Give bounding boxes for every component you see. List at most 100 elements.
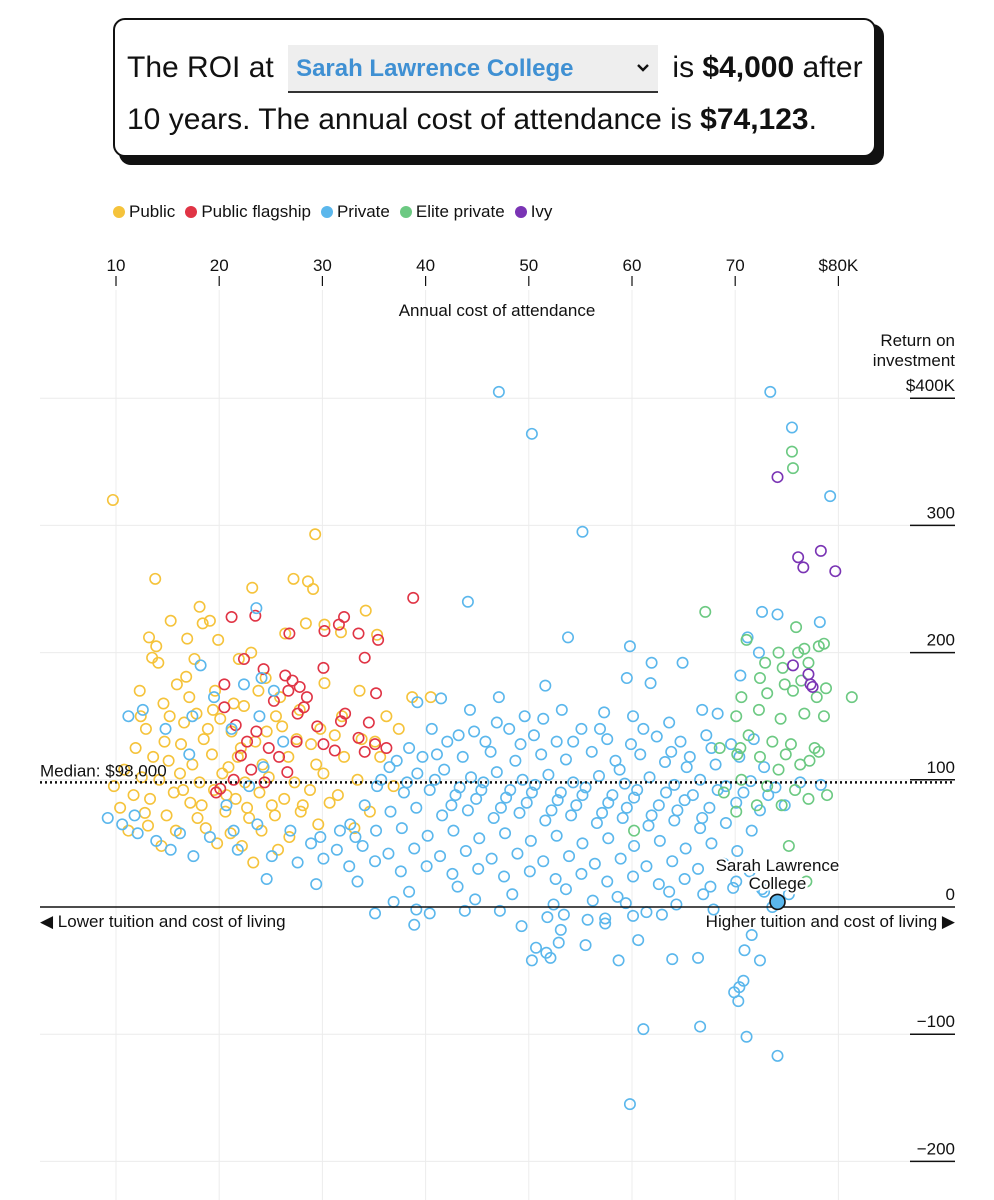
data-point (511, 847, 524, 860)
data-point (287, 572, 300, 585)
data-point (764, 385, 777, 398)
legend-item-private[interactable]: Private (320, 202, 390, 222)
data-point (761, 780, 774, 793)
school-select-value[interactable]: Sarah Lawrence College (296, 55, 574, 83)
data-point (336, 710, 349, 723)
data-point (203, 614, 216, 627)
data-point (624, 738, 637, 751)
data-point (445, 799, 458, 812)
data-point (260, 873, 273, 886)
data-point (790, 621, 803, 634)
data-point (162, 754, 175, 767)
data-point (525, 427, 538, 440)
data-point (208, 783, 221, 796)
data-point (645, 809, 658, 822)
data-point (759, 656, 772, 669)
school-select-dropdown[interactable]: Sarah Lawrence College (288, 45, 659, 94)
data-point (717, 857, 730, 870)
data-point (806, 680, 819, 693)
data-point (216, 767, 229, 780)
data-point (541, 911, 554, 924)
data-point (114, 801, 127, 814)
data-point (771, 471, 784, 484)
data-point (611, 890, 624, 903)
data-point (731, 748, 744, 761)
data-point (279, 627, 292, 640)
data-point (317, 661, 330, 674)
data-point (127, 789, 140, 802)
data-point (616, 811, 629, 824)
cost-value: $74,123 (700, 103, 809, 136)
y-tick-label: −200 (917, 1139, 955, 1158)
y-tick-label: 300 (927, 503, 955, 522)
y-axis-title-line1: Return on (880, 331, 955, 350)
data-point (227, 824, 240, 837)
data-point (559, 753, 572, 766)
data-point (304, 783, 317, 796)
y-tick-label: $400K (906, 376, 956, 395)
data-point (762, 789, 775, 802)
series-public-flagship (210, 591, 420, 799)
chevron-down-icon[interactable] (636, 63, 650, 73)
legend-label-private: Private (336, 202, 390, 221)
data-point (197, 733, 210, 746)
data-point (619, 897, 632, 910)
data-point (473, 832, 486, 845)
data-point (293, 680, 306, 693)
data-point (411, 767, 424, 780)
data-point (506, 888, 519, 901)
data-point (628, 824, 641, 837)
legend-item-elite-private[interactable]: Elite private (399, 202, 505, 222)
legend-label-ivy: Ivy (530, 202, 553, 221)
x-tick-label: 10 (107, 256, 126, 275)
data-point (479, 735, 492, 748)
data-point (352, 627, 365, 640)
data-point (160, 809, 173, 822)
x-tick-label: 70 (726, 256, 745, 275)
legend-item-ivy[interactable]: Ivy (514, 202, 553, 222)
x-tick-label: $80K (819, 256, 859, 275)
data-point (778, 678, 791, 691)
data-point (752, 703, 765, 716)
series-private (101, 385, 837, 1111)
data-point (183, 748, 196, 761)
data-point (274, 691, 287, 704)
data-point (374, 750, 387, 763)
legend-item-public[interactable]: Public (113, 202, 175, 222)
data-point (255, 824, 268, 837)
data-point (813, 616, 826, 629)
data-point (231, 843, 244, 856)
data-point (259, 672, 272, 685)
data-point (262, 741, 275, 754)
y-tick-label: 200 (927, 631, 955, 650)
data-point (276, 720, 289, 733)
data-point (740, 633, 753, 646)
data-point (423, 783, 436, 796)
data-point (268, 809, 281, 822)
legend-item-public-flagship[interactable]: Public flagship (185, 202, 311, 222)
data-point (332, 618, 345, 631)
data-point (272, 843, 285, 856)
data-point (207, 703, 220, 716)
data-point (694, 773, 707, 786)
data-point (814, 778, 827, 791)
data-point (352, 731, 365, 744)
headline-period: . (808, 103, 817, 136)
data-point (620, 801, 633, 814)
data-point (403, 741, 416, 754)
data-point (317, 738, 330, 751)
data-point (458, 904, 471, 917)
data-point (428, 773, 441, 786)
data-point (173, 767, 186, 780)
data-point (775, 799, 788, 812)
data-point (407, 591, 420, 604)
data-point (253, 710, 266, 723)
data-point (637, 722, 650, 735)
data-point (676, 656, 689, 669)
data-point (252, 684, 265, 697)
data-point (549, 873, 562, 886)
data-point (643, 771, 656, 784)
data-point (520, 796, 533, 809)
data-point (498, 870, 511, 883)
